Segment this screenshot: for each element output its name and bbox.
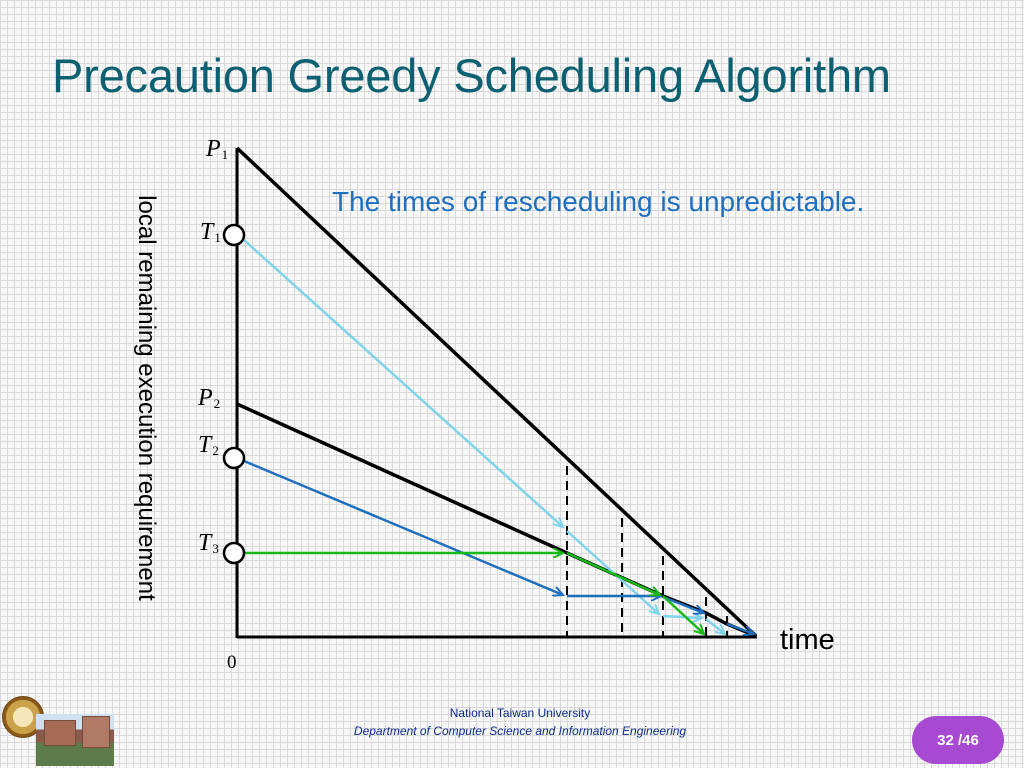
footer-university: National Taiwan University bbox=[449, 706, 591, 720]
t2-arrow-1 bbox=[243, 459, 563, 595]
t2-arrow-3 bbox=[662, 595, 704, 613]
origin-label: 0 bbox=[227, 652, 237, 673]
t1-arrow-3 bbox=[662, 616, 702, 618]
t2-arrow-4 bbox=[726, 622, 754, 634]
label-t3: T3 bbox=[198, 530, 219, 556]
page-number-badge: 32 /46 bbox=[912, 716, 1004, 764]
t3-arrow-3 bbox=[662, 595, 704, 634]
t1-arrow-1 bbox=[243, 239, 563, 527]
rescheduling-note: The times of rescheduling is unpredictab… bbox=[332, 186, 865, 217]
p1-line bbox=[235, 146, 758, 638]
x-axis-label: time bbox=[780, 624, 835, 656]
t3-arrow-2 bbox=[566, 551, 660, 595]
slide-title: Precaution Greedy Scheduling Algorithm bbox=[52, 49, 891, 102]
t3-start-marker bbox=[222, 541, 246, 565]
label-t2: T2 bbox=[198, 432, 219, 458]
p2-line bbox=[236, 402, 757, 638]
label-p2: P2 bbox=[198, 385, 221, 411]
t1-arrow-4 bbox=[705, 618, 725, 634]
campus-photo bbox=[36, 714, 114, 766]
t2-start-marker bbox=[222, 446, 246, 470]
t1-start-marker bbox=[222, 223, 246, 247]
footer-department: Department of Computer Science and Infor… bbox=[353, 724, 687, 738]
y-axis-label: local remaining execution requirement bbox=[133, 195, 160, 601]
label-t1: T1 bbox=[200, 219, 221, 245]
label-p1: P1 bbox=[206, 136, 229, 162]
